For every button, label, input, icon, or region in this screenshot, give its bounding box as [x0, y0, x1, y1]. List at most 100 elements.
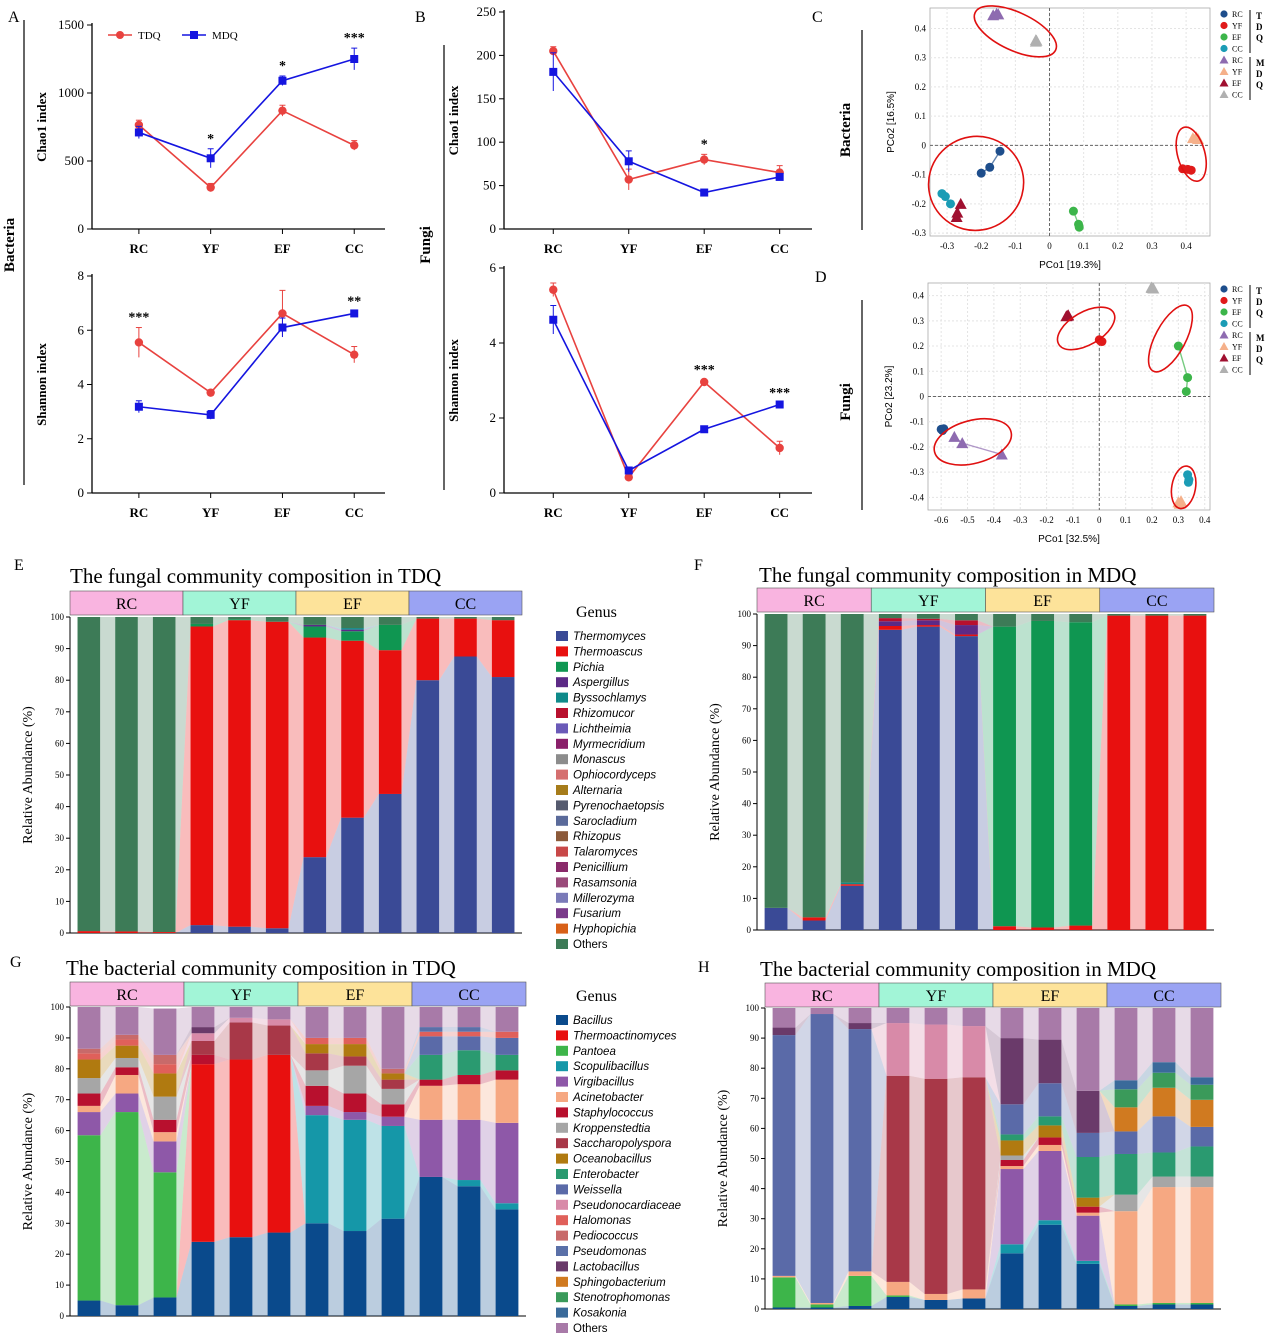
legend-label: CC [1232, 91, 1243, 100]
flow-others [214, 1007, 230, 1028]
flow-others [404, 1007, 420, 1069]
y-tick-label: 0.2 [913, 341, 924, 351]
bar-segment-thermoascus [416, 618, 440, 681]
flow-acinetobacter [871, 1271, 887, 1296]
flow-bacillus [1175, 1304, 1191, 1309]
flow-enterobacter [442, 1050, 458, 1080]
flow-sphingobacterium [1175, 1087, 1191, 1127]
bar-segment-aspergillus [955, 625, 978, 635]
bar-segment-oceanobacillus [1038, 1125, 1062, 1138]
flow-others [176, 1007, 192, 1055]
y-tick-label: 80 [55, 1064, 65, 1074]
bar-segment-rhizomucor [878, 618, 902, 622]
flow-pantoea [833, 1275, 849, 1308]
legend-swatch [556, 800, 568, 811]
data-point [700, 425, 709, 434]
y-tick-label: 20 [55, 865, 65, 875]
legend-swatch [556, 692, 568, 703]
legend-swatch [556, 1246, 568, 1256]
flow-virgibacillus [1023, 1150, 1039, 1245]
bar-segment-others [115, 617, 138, 932]
flow-acinetobacter [442, 1084, 458, 1120]
x-tick-label: -0.6 [934, 515, 949, 525]
y-tick-label: -0.1 [910, 417, 924, 427]
legend-marker [1220, 285, 1228, 293]
bar-segment-kroppenstedtia [381, 1088, 405, 1105]
y-tick-label: 0.1 [915, 111, 926, 121]
x-tick-label: -0.2 [974, 241, 988, 251]
data-point [624, 473, 633, 482]
flow-staphylococcus [985, 1160, 1001, 1290]
y-tick-label: 150 [477, 91, 497, 106]
legend-marker [1219, 342, 1229, 350]
flow-bacillus [328, 1223, 344, 1316]
y-tick-label: 4 [490, 335, 497, 350]
y-axis-label: Chao1 index [446, 85, 461, 155]
flow-virgibacillus [176, 1064, 192, 1173]
flow-saccharopolyspora [404, 1079, 420, 1089]
flow-thermoascus [250, 620, 266, 929]
flow-byssochlamys [326, 624, 342, 630]
significance-mark: * [207, 132, 214, 147]
flow-oceanobacillus [1061, 1125, 1077, 1207]
flow-virgibacillus [480, 1119, 496, 1204]
flow-halomonas [442, 1031, 458, 1037]
bar-segment-pseudonocardiaceae [267, 1019, 291, 1026]
bar-segment-staphylococcus [1000, 1160, 1024, 1167]
flow-others [795, 1008, 811, 1028]
bar-segment-pediococcus [77, 1048, 101, 1054]
panel-letter-D: D [815, 269, 827, 286]
bar-segment-staphylococcus [1038, 1137, 1062, 1145]
flow-kroppenstedtia [1023, 1137, 1039, 1161]
line-legend: TDQ MDQ [108, 30, 238, 42]
bar-segment-thermomyces [303, 857, 327, 933]
point-rc [985, 162, 995, 172]
flow-others [1054, 614, 1070, 623]
flow-lactobacillus [1099, 1090, 1115, 1133]
flow-thermoascus [825, 884, 841, 921]
flow-others [985, 1008, 1001, 1039]
point-ef [1181, 386, 1191, 396]
flow-acinetobacter [404, 1085, 420, 1120]
bar-segment-bacillus [305, 1223, 329, 1316]
y-tick-label: -0.2 [910, 442, 924, 452]
bar-segment-weissella [1152, 1116, 1176, 1153]
flow-kosakonia [1137, 1062, 1153, 1090]
legend-label-rasamsonia: Rasamsonia [573, 877, 637, 889]
bar-segment-others [378, 617, 402, 625]
flow-pseudonocardiaceae [290, 1019, 306, 1045]
point-cc [1145, 281, 1158, 293]
flow-acinetobacter [1175, 1187, 1191, 1303]
group-ellipse [933, 418, 1013, 466]
bar-segment-others [303, 617, 327, 625]
flow-saccharopolyspora [985, 1077, 1001, 1290]
bar-segment-pediococcus [153, 1054, 177, 1065]
y-tick-label: 60 [742, 735, 752, 745]
group-ellipse [1175, 126, 1208, 183]
y-tick-label: 20 [750, 1244, 760, 1254]
flow-others [326, 617, 342, 629]
flow-virgibacillus [328, 1105, 344, 1120]
legend-swatch [556, 785, 568, 795]
flow-others [100, 1007, 116, 1049]
group-band-yf [183, 981, 299, 1007]
flow-lactobacillus [1023, 1038, 1039, 1105]
y-tick-label: 0.2 [915, 82, 926, 92]
y-tick-label: 60 [55, 738, 65, 748]
bar-segment-others [772, 1008, 796, 1028]
flow-weissella [1175, 1116, 1191, 1153]
bar-segment-bacillus [419, 1176, 443, 1316]
flow-thermoascus [1015, 926, 1032, 930]
legend-marker [1220, 21, 1228, 30]
y-axis-label: Relative Abundance (%) [716, 1089, 731, 1227]
flow-others [1137, 1008, 1153, 1081]
point-ef [1074, 222, 1084, 232]
data-point [700, 188, 709, 197]
bar-segment-thermoascus [878, 626, 902, 630]
x-tick-label: 0.3 [1146, 241, 1158, 251]
flow-virgibacillus [1061, 1150, 1077, 1261]
flow-bacillus [214, 1237, 230, 1316]
flow-staphylococcus [176, 1054, 192, 1133]
bar-segment-stenotrophomonas [1190, 1084, 1214, 1100]
bar-segment-saccharopolyspora [305, 1053, 329, 1071]
